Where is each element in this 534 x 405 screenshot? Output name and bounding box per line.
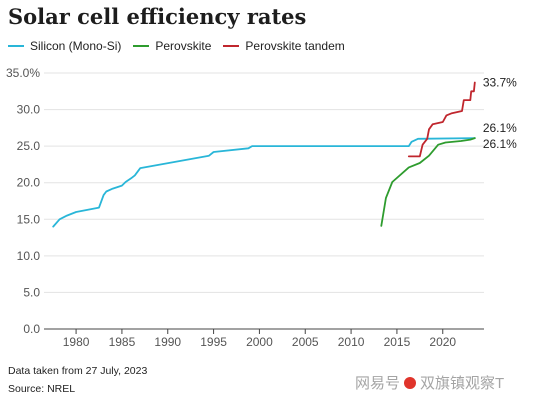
x-tick-label: 2020 bbox=[429, 335, 456, 349]
legend-swatch-perovskite bbox=[133, 45, 150, 47]
watermark-logo-icon bbox=[404, 376, 417, 389]
y-tick-label: 10.0 bbox=[17, 249, 41, 263]
y-tick-label: 30.0 bbox=[17, 103, 41, 117]
watermark-left-text: 网易号 bbox=[355, 375, 401, 392]
x-tick-label: 2015 bbox=[384, 335, 411, 349]
y-tick-label: 0.0 bbox=[23, 322, 40, 336]
y-tick-label: 20.0 bbox=[17, 176, 41, 190]
legend-swatch-silicon bbox=[8, 45, 24, 47]
x-tick-label: 1990 bbox=[154, 335, 181, 349]
legend-label-perovskite-tandem: Perovskite tandem bbox=[245, 39, 345, 53]
date-note: Data taken from 27 July, 2023 bbox=[8, 365, 148, 377]
x-tick-label: 2000 bbox=[246, 335, 273, 349]
watermark-right-text: 双旗镇观察T bbox=[420, 375, 505, 392]
y-tick-label: 15.0 bbox=[17, 212, 41, 226]
legend-swatch-perovskite-tandem bbox=[223, 45, 240, 47]
end-label-perovskite: 26.1% bbox=[483, 137, 517, 151]
series-line-silicon bbox=[52, 137, 476, 228]
x-tick-label: 1995 bbox=[200, 335, 227, 349]
source-note: Source: NREL bbox=[8, 383, 76, 395]
chart-notes: Data taken from 27 July, 2023 Source: NR… bbox=[8, 362, 147, 398]
series-line-perovskite-tandem bbox=[407, 81, 476, 158]
y-tick-label: 5.0 bbox=[23, 285, 40, 299]
y-tick-label: 35.0% bbox=[6, 66, 40, 80]
end-label-perovskite-tandem: 33.7% bbox=[483, 76, 517, 90]
x-tick-label: 2010 bbox=[338, 335, 365, 349]
x-tick-label: 1985 bbox=[109, 335, 136, 349]
legend-label-perovskite: Perovskite bbox=[155, 39, 212, 53]
series-line-perovskite bbox=[380, 137, 476, 227]
legend-item-silicon: Silicon (Mono-Si) bbox=[8, 39, 121, 53]
watermark: 网易号 双旗镇观察T bbox=[355, 372, 504, 393]
x-tick-label: 1980 bbox=[63, 335, 90, 349]
chart-title: Solar cell efficiency rates bbox=[8, 4, 307, 29]
chart-legend: Silicon (Mono-Si) Perovskite Perovskite … bbox=[8, 39, 357, 53]
end-label-silicon: 26.1% bbox=[483, 121, 517, 135]
x-tick-label: 2005 bbox=[292, 335, 319, 349]
legend-label-silicon: Silicon (Mono-Si) bbox=[30, 39, 122, 53]
legend-item-perovskite: Perovskite bbox=[133, 39, 211, 53]
y-tick-label: 25.0 bbox=[17, 139, 41, 153]
legend-item-perovskite-tandem: Perovskite tandem bbox=[223, 39, 345, 53]
